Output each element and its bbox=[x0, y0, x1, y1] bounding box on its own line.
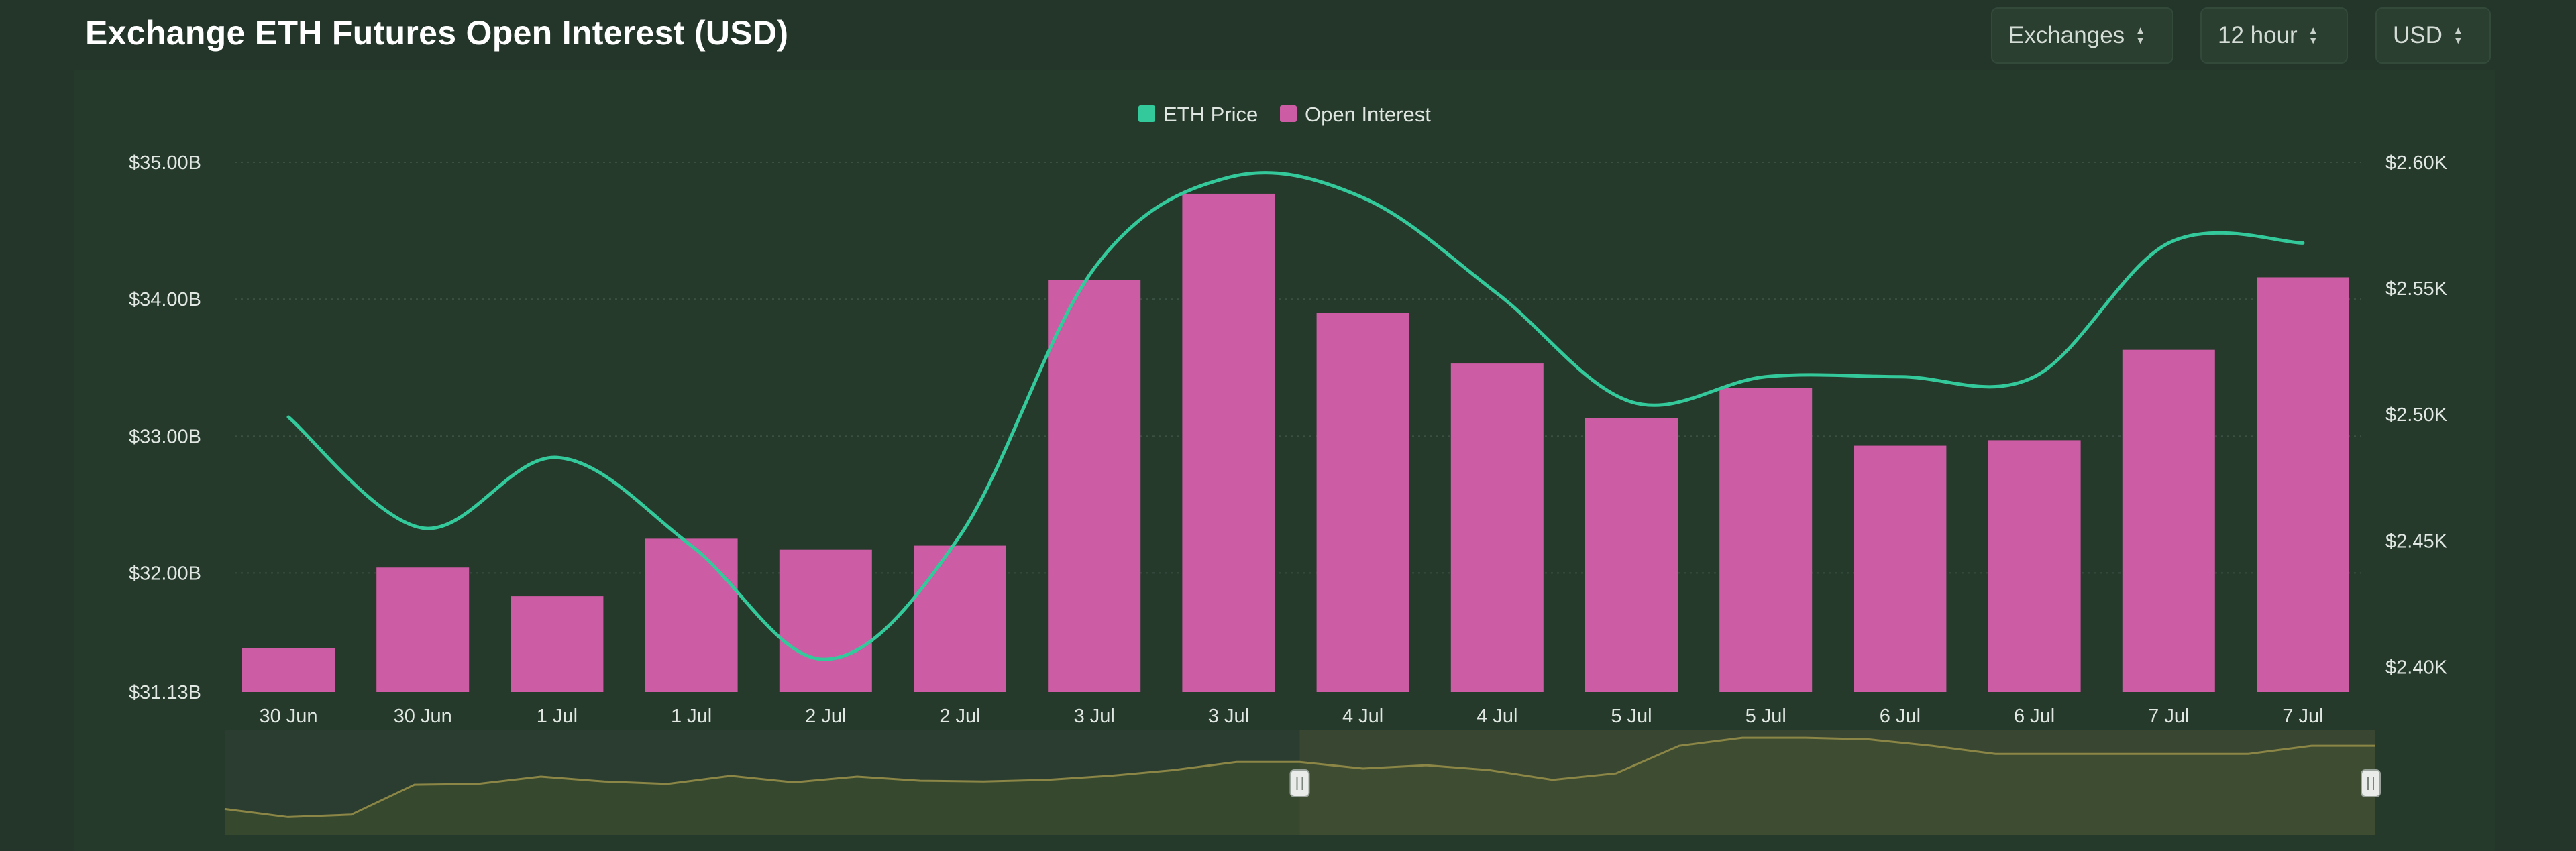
x-axis-tick-label: 7 Jul bbox=[2282, 705, 2323, 727]
right-axis-tick-label: $2.45K bbox=[2385, 530, 2448, 552]
bar[interactable] bbox=[1988, 440, 2081, 692]
x-axis-tick-label: 5 Jul bbox=[1611, 705, 1652, 727]
sort-arrows-icon: ▲ ▼ bbox=[2135, 25, 2146, 46]
exchanges-select-label: Exchanges bbox=[2008, 22, 2125, 48]
bar[interactable] bbox=[645, 538, 738, 692]
bar[interactable] bbox=[1450, 363, 1544, 692]
bar[interactable] bbox=[1316, 313, 1409, 692]
left-axis: $31.13B $32.00B $33.00B $34.00B $35.00B bbox=[129, 152, 201, 703]
bar[interactable] bbox=[1048, 280, 1141, 692]
legend-swatch-eth-price bbox=[1138, 105, 1155, 122]
navigator-handle-body[interactable] bbox=[2361, 769, 2381, 797]
bar[interactable] bbox=[511, 596, 604, 692]
x-axis-tick-label: 3 Jul bbox=[1074, 705, 1115, 727]
x-axis-tick-label: 2 Jul bbox=[939, 705, 980, 727]
bar[interactable] bbox=[2122, 349, 2215, 692]
right-axis-tick-label: $2.40K bbox=[2385, 657, 2448, 678]
legend-label-eth-price: ETH Price bbox=[1163, 103, 1258, 126]
currency-select-label: USD bbox=[2393, 22, 2443, 48]
navigator-handle-body[interactable] bbox=[1289, 769, 1310, 797]
navigator-line bbox=[224, 736, 2375, 818]
x-axis-tick-label: 30 Jun bbox=[259, 705, 317, 727]
left-axis-tick-label: $34.00B bbox=[129, 289, 201, 310]
x-axis-tick-label: 6 Jul bbox=[1880, 705, 1921, 727]
bar[interactable] bbox=[1854, 445, 1947, 692]
bar[interactable] bbox=[914, 545, 1006, 692]
x-axis-tick-label: 1 Jul bbox=[537, 705, 578, 727]
x-axis-tick-label: 3 Jul bbox=[1208, 705, 1249, 727]
x-axis-tick-label: 5 Jul bbox=[1746, 705, 1786, 727]
currency-select[interactable]: USD ▲ ▼ bbox=[2375, 7, 2491, 64]
bar[interactable] bbox=[1719, 388, 1813, 692]
bar[interactable] bbox=[779, 549, 872, 692]
right-axis: $2.40K $2.45K $2.50K $2.55K $2.60K bbox=[2385, 152, 2448, 678]
range-navigator[interactable] bbox=[224, 730, 2381, 835]
bar-series[interactable] bbox=[242, 193, 2349, 692]
bar[interactable] bbox=[2257, 277, 2349, 692]
navigator-handle[interactable] bbox=[2361, 769, 2381, 797]
sort-arrows-icon: ▲ ▼ bbox=[2308, 25, 2318, 46]
grid-lines bbox=[235, 162, 2361, 574]
left-axis-tick-label: $32.00B bbox=[129, 563, 201, 584]
sort-arrows-icon: ▲ ▼ bbox=[2453, 25, 2463, 46]
x-axis: 30 Jun 30 Jun 1 Jul 1 Jul 2 Jul 2 Jul 3 Jul 3 J… bbox=[259, 705, 2323, 727]
legend: ETH Price Open Interest bbox=[1138, 103, 1431, 126]
interval-select-label: 12 hour bbox=[2218, 22, 2298, 48]
left-axis-tick-label: $35.00B bbox=[129, 152, 201, 174]
right-axis-tick-label: $2.50K bbox=[2385, 404, 2448, 426]
eth-price-line[interactable] bbox=[286, 171, 2305, 661]
x-axis-tick-label: 7 Jul bbox=[2148, 705, 2189, 727]
x-axis-tick-label: 30 Jun bbox=[394, 705, 452, 727]
legend-label-open-interest: Open Interest bbox=[1305, 103, 1431, 126]
price-line-series[interactable] bbox=[286, 171, 2305, 661]
interval-select[interactable]: 12 hour ▲ ▼ bbox=[2200, 7, 2348, 64]
chart-title: Exchange ETH Futures Open Interest (USD) bbox=[85, 14, 789, 52]
x-axis-tick-label: 2 Jul bbox=[805, 705, 846, 727]
x-axis-tick-label: 4 Jul bbox=[1477, 705, 1517, 727]
bar[interactable] bbox=[1585, 418, 1678, 692]
x-axis-tick-label: 4 Jul bbox=[1342, 705, 1383, 727]
left-axis-tick-label: $31.13B bbox=[129, 682, 201, 703]
x-axis-tick-label: 1 Jul bbox=[671, 705, 712, 727]
legend-item-open-interest[interactable]: Open Interest bbox=[1280, 103, 1431, 126]
bar[interactable] bbox=[242, 648, 335, 692]
x-axis-tick-label: 6 Jul bbox=[2014, 705, 2055, 727]
legend-swatch-open-interest bbox=[1280, 105, 1297, 122]
left-axis-tick-label: $33.00B bbox=[129, 426, 201, 447]
legend-item-eth-price[interactable]: ETH Price bbox=[1138, 103, 1258, 126]
exchanges-select[interactable]: Exchanges ▲ ▼ bbox=[1991, 7, 2174, 64]
chart-panel bbox=[74, 70, 2496, 851]
right-axis-tick-label: $2.55K bbox=[2385, 278, 2448, 300]
navigator-selection[interactable] bbox=[1299, 730, 2375, 835]
bar[interactable] bbox=[1182, 193, 1275, 692]
right-axis-tick-label: $2.60K bbox=[2385, 152, 2448, 174]
bar[interactable] bbox=[376, 567, 470, 692]
navigator-handle[interactable] bbox=[1289, 769, 1310, 797]
